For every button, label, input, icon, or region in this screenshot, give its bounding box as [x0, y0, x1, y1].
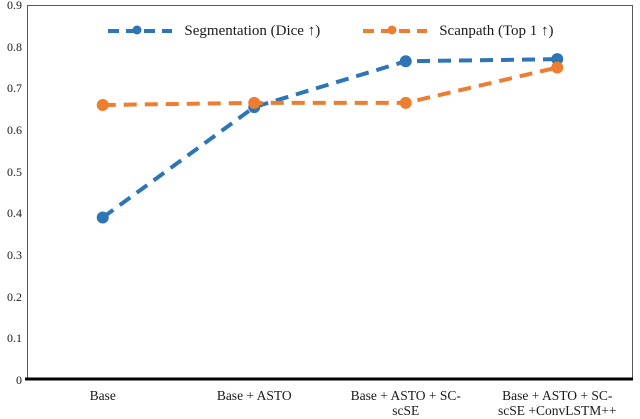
y-axis-tick-label: 0.2: [7, 289, 22, 304]
y-axis-tick-label: 0.8: [7, 39, 22, 54]
x-axis-category-label: Base + ASTO + SC- scSE +ConvLSTM++: [498, 388, 617, 418]
y-axis-tick-label: 0.3: [7, 248, 22, 262]
y-axis-tick-label: 0.1: [7, 331, 22, 346]
plot-border: [27, 5, 633, 380]
x-axis-category-label: Base: [89, 388, 116, 403]
legend: Segmentation (Dice ↑) Scanpath (Top 1 ↑): [27, 19, 634, 43]
y-axis-tick-label: 0.5: [7, 164, 22, 179]
data-point-marker: [248, 96, 261, 109]
y-axis-tick-label: 0.4: [7, 206, 22, 221]
y-axis-tick-label: 0.6: [7, 123, 22, 137]
y-axis-tick-label: 0.9: [7, 0, 22, 12]
data-point-marker: [551, 53, 564, 66]
scanpath-line-sample-icon: [363, 25, 428, 35]
legend-item-scanpath: Scanpath (Top 1 ↑): [362, 22, 554, 40]
series-line-1: [102, 65, 558, 107]
segmentation-line-sample-icon: [108, 25, 173, 35]
legend-item-segmentation: Segmentation (Dice ↑): [107, 23, 320, 40]
series-line-0: [101, 57, 558, 220]
y-axis-tick-label: 0.7: [7, 81, 22, 96]
data-point-marker: [399, 96, 412, 109]
data-point-marker: [96, 211, 109, 224]
legend-label-segmentation: Segmentation (Dice ↑): [184, 22, 321, 39]
data-point-marker: [96, 99, 109, 111]
data-point-marker: [399, 55, 412, 68]
x-axis-category-label: Base + ASTO + SC- scSE: [350, 388, 461, 418]
x-axis-category-label: Base + ASTO: [216, 388, 292, 403]
y-axis-tick-label: 0: [16, 373, 22, 387]
data-point-marker: [551, 61, 564, 74]
legend-label-scanpath: Scanpath (Top 1 ↑): [439, 22, 554, 39]
